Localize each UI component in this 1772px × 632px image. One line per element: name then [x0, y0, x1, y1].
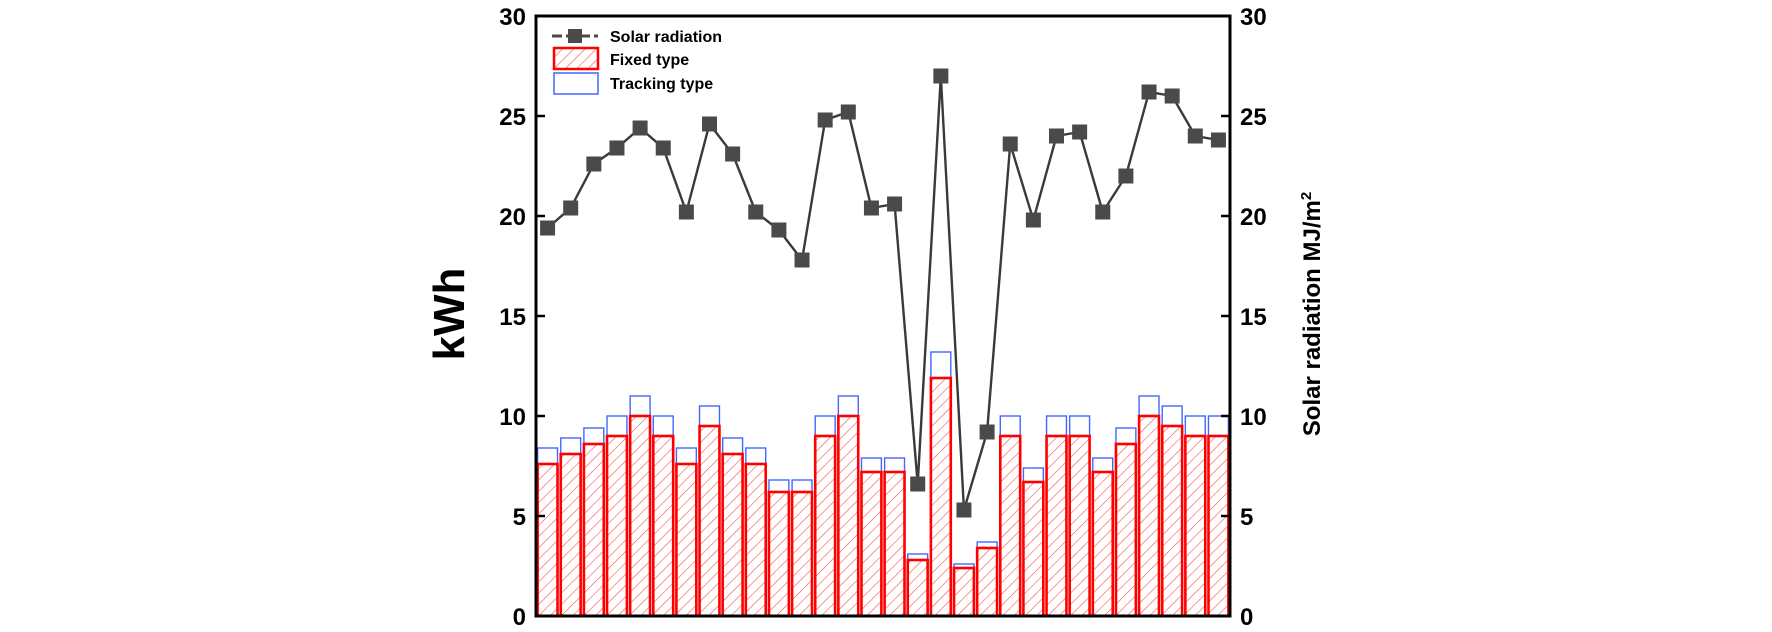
solar-radiation-point — [1072, 124, 1088, 140]
right-axis-label: Solar radiation MJ/m2 — [1298, 192, 1326, 436]
left-tick-label: 0 — [513, 604, 526, 631]
legend-swatch-fixed — [552, 46, 600, 71]
solar-radiation-point — [979, 424, 995, 440]
fixed-bar — [744, 462, 768, 618]
right-axis-ticks: 0 5 10 15 20 25 30 — [1221, 4, 1267, 631]
left-tick-label: 5 — [513, 504, 526, 531]
fixed-bar — [1022, 480, 1045, 618]
legend: Solar radiation Fixed type Tracking type — [552, 29, 722, 95]
right-tick-label: 15 — [1240, 304, 1267, 331]
solar-radiation-point — [840, 104, 856, 120]
left-tick-label: 20 — [499, 204, 526, 231]
fixed-bar — [883, 470, 906, 618]
left-tick-label: 10 — [499, 404, 526, 431]
solar-radiation-point — [933, 68, 949, 84]
legend-item-solar-radiation: Solar radiation — [552, 29, 722, 46]
right-axis-label-main: Solar radiation MJ/m — [1299, 200, 1326, 436]
right-tick-label: 10 — [1240, 404, 1267, 431]
fixed-bar — [1207, 434, 1230, 618]
fixed-bar — [929, 376, 953, 618]
solar-radiation-line — [540, 68, 1226, 518]
fixed-bar — [906, 558, 929, 618]
left-tick-label: 30 — [499, 4, 526, 31]
right-tick-label: 25 — [1240, 104, 1267, 131]
legend-marker-solar — [568, 29, 582, 43]
solar-radiation-point — [910, 476, 926, 492]
right-axis-label-superscript: 2 — [1298, 192, 1315, 200]
legend-swatch-tracking — [553, 72, 599, 95]
solar-radiation-point — [702, 116, 717, 132]
fixed-bar — [1114, 442, 1138, 618]
solar-radiation-point — [1210, 132, 1226, 148]
solar-radiation-point — [1002, 136, 1018, 152]
solar-radiation-point — [748, 204, 764, 220]
fixed-bar — [721, 452, 744, 618]
solar-radiation-point — [887, 196, 903, 212]
fixed-bar — [1068, 434, 1091, 618]
left-axis-ticks: 0 5 10 15 20 25 30 — [499, 4, 545, 631]
fixed-bar — [860, 470, 883, 618]
solar-radiation-point — [725, 146, 741, 162]
fixed-bar — [536, 462, 559, 618]
solar-radiation-point — [586, 156, 602, 172]
fixed-bar — [1184, 434, 1207, 618]
legend-label-fixed: Fixed type — [610, 52, 689, 69]
fixed-bar — [952, 566, 976, 618]
solar-radiation-point — [540, 220, 556, 236]
fixed-bar — [559, 452, 582, 618]
solar-radiation-point — [817, 112, 833, 128]
solar-radiation-point — [1187, 128, 1203, 144]
solar-radiation-point — [1118, 168, 1134, 184]
fixed-bar — [975, 546, 999, 618]
left-axis-label: kWh — [425, 268, 474, 361]
right-tick-label: 20 — [1240, 204, 1267, 231]
left-tick-label: 15 — [499, 304, 526, 331]
right-tick-label: 5 — [1240, 504, 1253, 531]
legend-label-solar: Solar radiation — [610, 29, 722, 46]
fixed-bar — [813, 434, 837, 618]
solar-radiation-point — [794, 252, 810, 268]
solar-radiation-point — [956, 502, 972, 518]
fixed-bar — [1045, 434, 1068, 618]
solar-radiation-point — [1025, 212, 1041, 228]
solar-radiation-point — [563, 200, 579, 216]
fixed-bar — [998, 434, 1022, 618]
legend-item-tracking-type: Tracking type — [553, 72, 713, 95]
solar-radiation-point — [609, 140, 625, 156]
fixed-bar — [651, 434, 675, 618]
fixed-bar — [1160, 424, 1184, 618]
right-tick-label: 0 — [1240, 604, 1253, 631]
fixed-bar — [605, 434, 629, 618]
solar-radiation-point — [1049, 128, 1064, 144]
fixed-bar — [628, 414, 652, 618]
legend-item-fixed-type: Fixed type — [552, 46, 689, 71]
right-tick-label: 30 — [1240, 4, 1267, 31]
solar-radiation-point — [632, 120, 648, 136]
fixed-bar — [837, 414, 860, 618]
fixed-bar — [582, 442, 606, 618]
fixed-bar — [790, 490, 814, 618]
legend-label-tracking: Tracking type — [610, 76, 713, 93]
left-tick-label: 25 — [499, 104, 526, 131]
fixed-bar — [1091, 470, 1115, 618]
solar-radiation-point — [678, 204, 694, 220]
solar-radiation-point — [863, 200, 879, 216]
solar-radiation-point — [771, 222, 787, 238]
fixed-bar — [675, 462, 698, 618]
solar-radiation-point — [655, 140, 671, 156]
solar-radiation-point — [1141, 84, 1157, 100]
fixed-bar — [767, 490, 791, 618]
fixed-bar — [698, 424, 721, 618]
solar-radiation-point — [1095, 204, 1111, 220]
fixed-bar — [1137, 414, 1161, 618]
solar-radiation-point — [1164, 88, 1180, 104]
